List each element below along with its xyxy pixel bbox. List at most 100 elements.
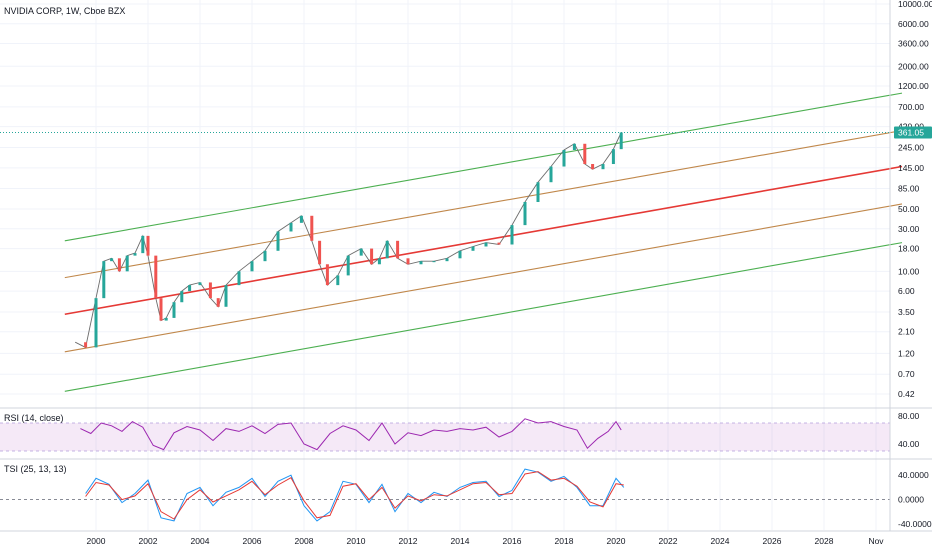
candle[interactable]: [318, 240, 322, 265]
x-tick-label: 2020: [607, 536, 626, 546]
candle[interactable]: [94, 298, 98, 348]
price-line[interactable]: [74, 132, 622, 349]
price-tick-label: 145.00: [898, 163, 924, 173]
x-tick-label: 2008: [295, 536, 314, 546]
rsi-line[interactable]: [80, 418, 622, 451]
candle[interactable]: [299, 215, 303, 223]
candle[interactable]: [359, 248, 363, 256]
candle[interactable]: [263, 250, 267, 262]
tsi-tick-label: 40.0000: [898, 470, 929, 480]
price-tick-label: 6000.00: [898, 19, 929, 29]
candle[interactable]: [385, 240, 389, 259]
candle[interactable]: [432, 261, 436, 263]
candle[interactable]: [336, 275, 340, 286]
main-price-pane[interactable]: [0, 92, 903, 392]
candle[interactable]: [536, 182, 540, 202]
candle[interactable]: [497, 242, 501, 245]
tsi-series-1[interactable]: [85, 471, 624, 520]
candle[interactable]: [370, 248, 374, 265]
candle[interactable]: [346, 255, 350, 276]
candle[interactable]: [110, 258, 114, 262]
channel-line-outer-upper[interactable]: [64, 92, 903, 242]
candle[interactable]: [276, 231, 280, 251]
candle[interactable]: [619, 132, 623, 150]
candle[interactable]: [458, 250, 462, 259]
candle[interactable]: [172, 302, 176, 318]
candle[interactable]: [562, 149, 566, 167]
candle[interactable]: [125, 255, 129, 272]
candle[interactable]: [510, 225, 514, 245]
x-tick-label: 2000: [87, 536, 106, 546]
tsi-title[interactable]: TSI (25, 13, 13): [4, 464, 67, 474]
candle[interactable]: [188, 285, 192, 292]
price-tick-label: 18.00: [898, 244, 920, 254]
candle[interactable]: [117, 258, 121, 272]
rsi-title[interactable]: RSI (14, close): [4, 413, 64, 423]
candle[interactable]: [159, 298, 163, 321]
price-tick-label: 30.00: [898, 224, 920, 234]
channel-line-inner-lower[interactable]: [64, 203, 903, 353]
channel-line-inner-upper[interactable]: [64, 130, 903, 279]
x-tick-label: 2016: [503, 536, 522, 546]
candle[interactable]: [601, 164, 605, 170]
candle[interactable]: [591, 164, 595, 170]
price-tick-label: 1200.00: [898, 81, 929, 91]
candle[interactable]: [445, 258, 449, 262]
price-axis[interactable]: 10000.00 6000.00 3600.00 2000.00 1200.00 700.…: [894, 0, 932, 529]
candle[interactable]: [146, 235, 150, 256]
rsi-tick-label: 80.00: [898, 411, 920, 421]
candle[interactable]: [484, 242, 488, 247]
x-tick-label: 2022: [659, 536, 678, 546]
candle[interactable]: [523, 201, 527, 226]
x-tick-label: 2002: [139, 536, 158, 546]
candle[interactable]: [141, 235, 145, 254]
tsi-pane[interactable]: [0, 468, 890, 522]
x-tick-label: 2012: [399, 536, 418, 546]
candle[interactable]: [583, 143, 587, 165]
candle[interactable]: [224, 285, 228, 307]
candle[interactable]: [164, 317, 168, 321]
tsi-series-0[interactable]: [85, 468, 625, 522]
candle[interactable]: [237, 271, 241, 286]
candle[interactable]: [180, 291, 184, 303]
candle[interactable]: [208, 282, 212, 299]
candle[interactable]: [216, 298, 220, 307]
symbol-title[interactable]: NVIDIA CORP, 1W, Cboe BZX: [4, 6, 126, 16]
price-tick-label: 6.00: [898, 286, 915, 296]
price-tick-label: 85.00: [898, 184, 920, 194]
x-tick-label: Nov: [868, 536, 884, 546]
price-tick-label: 0.42: [898, 389, 915, 399]
candle[interactable]: [133, 253, 137, 256]
candle[interactable]: [198, 282, 202, 286]
candle[interactable]: [325, 264, 329, 286]
candle[interactable]: [102, 261, 106, 299]
tsi-tick-label: 0.0000: [898, 495, 924, 505]
x-tick-label: 2006: [243, 536, 262, 546]
candle[interactable]: [572, 143, 576, 150]
candle[interactable]: [549, 166, 553, 183]
x-tick-label: 2024: [711, 536, 730, 546]
x-tick-label: 2010: [347, 536, 366, 546]
pane-separators: [0, 0, 932, 532]
grid-layer: [0, 0, 890, 530]
candle[interactable]: [419, 261, 423, 265]
candle[interactable]: [471, 246, 475, 251]
candle[interactable]: [250, 261, 254, 272]
last-price-badge: [894, 126, 932, 139]
candle[interactable]: [84, 342, 88, 348]
rsi-band: [0, 423, 890, 451]
x-tick-label: 2028: [815, 536, 834, 546]
last-price-badge-label: 361.05: [898, 128, 924, 138]
candle[interactable]: [154, 255, 158, 299]
candle[interactable]: [289, 222, 293, 232]
candle[interactable]: [310, 215, 314, 241]
rsi-pane[interactable]: [0, 418, 890, 452]
channel-line-outer-lower[interactable]: [64, 242, 903, 392]
candle[interactable]: [377, 258, 381, 265]
candle[interactable]: [611, 149, 615, 165]
x-tick-label: 2014: [451, 536, 470, 546]
candle[interactable]: [406, 258, 410, 265]
time-axis[interactable]: 2000 2002 2004 2006 2008 2010 2012 2014 2016 2018…: [87, 536, 885, 546]
candle[interactable]: [396, 240, 400, 259]
